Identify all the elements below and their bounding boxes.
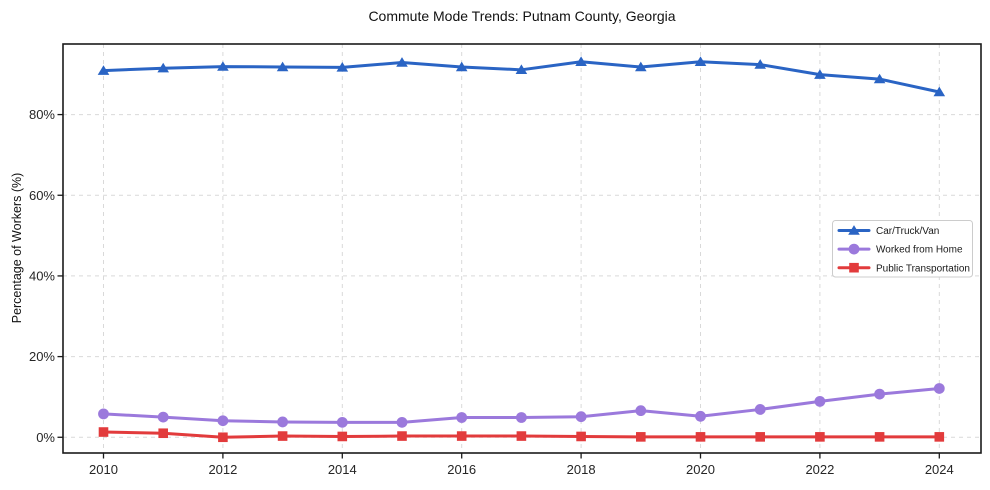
x-tick-label: 2012	[208, 462, 237, 477]
x-tick-label: 2018	[567, 462, 596, 477]
data-point-public-transportation	[516, 431, 527, 441]
data-point-worked-from-home	[635, 405, 647, 417]
data-point-car-truck-van	[455, 61, 468, 72]
data-point-worked-from-home	[217, 415, 229, 427]
data-point-worked-from-home	[516, 412, 527, 423]
legend-label: Worked from Home	[876, 245, 963, 256]
data-point-public-transportation	[277, 431, 288, 441]
legend-sample-marker	[848, 243, 860, 255]
data-point-worked-from-home	[933, 383, 945, 394]
data-point-car-truck-van	[754, 59, 766, 69]
data-point-car-truck-van	[515, 64, 528, 75]
y-tick-label: 80%	[29, 107, 55, 122]
data-point-worked-from-home	[575, 411, 587, 423]
legend-box	[832, 220, 973, 278]
data-point-worked-from-home	[277, 416, 288, 428]
data-point-car-truck-van	[336, 61, 349, 72]
data-point-public-transportation	[218, 432, 228, 443]
data-point-public-transportation	[755, 432, 765, 442]
data-point-public-transportation	[576, 431, 586, 442]
data-point-public-transportation	[456, 431, 467, 441]
data-point-public-transportation	[337, 431, 348, 442]
legend-sample-marker	[849, 262, 859, 273]
x-tick-label: 2022	[805, 462, 834, 477]
y-tick-label: 20%	[29, 349, 55, 364]
y-tick-label: 40%	[29, 268, 55, 283]
data-point-car-truck-van	[694, 56, 707, 66]
data-point-public-transportation	[874, 432, 885, 442]
y-tick-label: 0%	[36, 430, 55, 445]
data-point-worked-from-home	[695, 410, 706, 422]
data-point-public-transportation	[158, 428, 168, 439]
data-point-public-transportation	[934, 432, 945, 442]
plot-border	[62, 43, 982, 454]
legend-label: Car/Truck/Van	[876, 226, 939, 237]
data-point-worked-from-home	[396, 416, 408, 428]
data-point-worked-from-home	[336, 416, 348, 428]
data-point-worked-from-home	[814, 395, 826, 407]
x-tick-label: 2020	[686, 462, 715, 477]
chart-title: Commute Mode Trends: Putnam County, Geor…	[368, 8, 676, 24]
data-point-public-transportation	[695, 432, 706, 442]
data-point-car-truck-van	[276, 61, 289, 72]
data-point-car-truck-van	[814, 69, 826, 79]
data-point-public-transportation	[397, 431, 407, 441]
data-point-car-truck-van	[635, 61, 647, 72]
y-axis-label: Percentage of Workers (%)	[10, 172, 24, 324]
y-tick-label: 60%	[29, 188, 55, 203]
data-point-car-truck-van	[97, 65, 110, 75]
data-point-car-truck-van	[157, 62, 169, 73]
data-point-car-truck-van	[217, 61, 229, 71]
legend-label: Public Transportation	[876, 263, 970, 274]
data-point-worked-from-home	[874, 388, 885, 400]
x-tick-label: 2024	[925, 462, 954, 477]
legend-sample-marker	[848, 225, 860, 235]
data-point-public-transportation	[98, 427, 109, 437]
data-point-car-truck-van	[396, 57, 408, 67]
data-point-car-truck-van	[933, 86, 946, 97]
x-tick-label: 2010	[89, 462, 118, 477]
data-point-car-truck-van	[873, 73, 886, 84]
data-point-worked-from-home	[754, 404, 766, 415]
data-point-car-truck-van	[575, 56, 587, 66]
data-point-public-transportation	[636, 432, 646, 442]
data-point-worked-from-home	[456, 412, 468, 423]
x-tick-label: 2016	[447, 462, 476, 477]
data-point-worked-from-home	[98, 408, 109, 420]
data-point-public-transportation	[815, 432, 825, 442]
x-tick-label: 2014	[328, 462, 357, 477]
data-point-worked-from-home	[157, 411, 169, 423]
